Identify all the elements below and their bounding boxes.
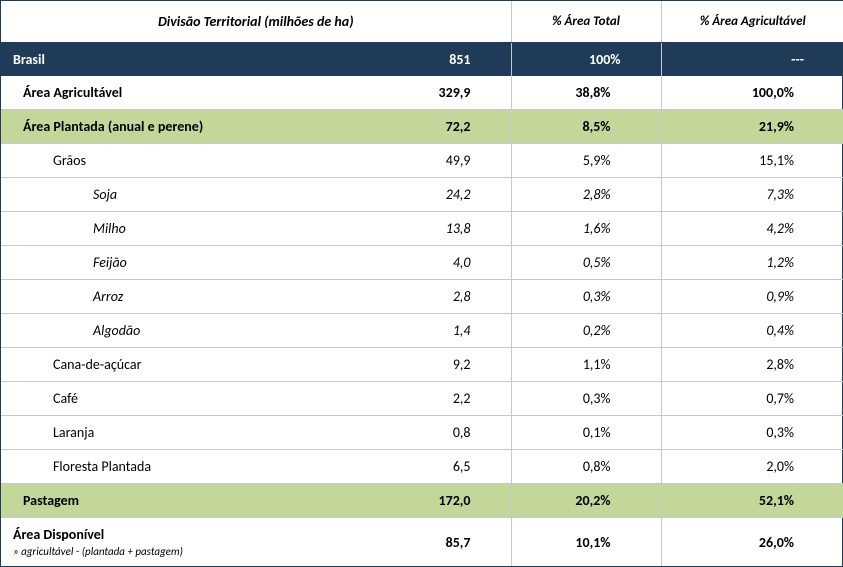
cell-pct-total: 5,9%	[511, 144, 661, 178]
cell-pct-agri: 15,1%	[661, 144, 843, 178]
row-feijao: Feijão 4,0 0,5% 1,2%	[1, 246, 843, 280]
cell-label: Pastagem	[1, 484, 381, 518]
cell-area: 172,0	[381, 484, 511, 518]
cell-area: 0,8	[381, 416, 511, 450]
cell-pct-agri: ---	[661, 43, 843, 77]
cell-pct-agri: 0,3%	[661, 416, 843, 450]
cell-area: 72,2	[381, 110, 511, 144]
cell-area: 13,8	[381, 212, 511, 246]
cell-label: Milho	[1, 212, 381, 246]
cell-pct-total: 1,1%	[511, 348, 661, 382]
cell-label: Grãos	[1, 144, 381, 178]
cell-pct-total: 0,3%	[511, 382, 661, 416]
cell-pct-agri: 52,1%	[661, 484, 843, 518]
cell-pct-agri: 2,8%	[661, 348, 843, 382]
row-disponivel: Área Disponível » agricultável - (planta…	[1, 518, 843, 567]
cell-pct-total: 38,8%	[511, 76, 661, 110]
cell-area: 851	[381, 43, 511, 77]
cell-label: Brasil	[1, 43, 381, 77]
cell-pct-total: 100%	[511, 43, 661, 77]
cell-label: Algodão	[1, 314, 381, 348]
cell-label: Cana-de-açúcar	[1, 348, 381, 382]
cell-area: 1,4	[381, 314, 511, 348]
cell-pct-total: 1,6%	[511, 212, 661, 246]
cell-area: 85,7	[381, 518, 511, 567]
row-cana: Cana-de-açúcar 9,2 1,1% 2,8%	[1, 348, 843, 382]
header-row: Divisão Territorial (milhões de ha) % Ár…	[1, 1, 843, 43]
cell-pct-total: 0,8%	[511, 450, 661, 484]
cell-pct-agri: 1,2%	[661, 246, 843, 280]
row-arroz: Arroz 2,8 0,3% 0,9%	[1, 280, 843, 314]
disponivel-subnote: » agricultável - (plantada + pastagem)	[13, 545, 369, 558]
row-milho: Milho 13,8 1,6% 4,2%	[1, 212, 843, 246]
row-pastagem: Pastagem 172,0 20,2% 52,1%	[1, 484, 843, 518]
territorial-table-container: Divisão Territorial (milhões de ha) % Ár…	[0, 0, 843, 567]
cell-area: 6,5	[381, 450, 511, 484]
cell-area: 329,9	[381, 76, 511, 110]
row-laranja: Laranja 0,8 0,1% 0,3%	[1, 416, 843, 450]
cell-pct-agri: 21,9%	[661, 110, 843, 144]
cell-area: 2,8	[381, 280, 511, 314]
row-cafe: Café 2,2 0,3% 0,7%	[1, 382, 843, 416]
cell-pct-agri: 0,7%	[661, 382, 843, 416]
cell-pct-total: 20,2%	[511, 484, 661, 518]
cell-label: Soja	[1, 178, 381, 212]
row-agricultavel: Área Agricultável 329,9 38,8% 100,0%	[1, 76, 843, 110]
row-brasil: Brasil 851 100% ---	[1, 43, 843, 77]
cell-pct-agri: 7,3%	[661, 178, 843, 212]
cell-label: Área Disponível » agricultável - (planta…	[1, 518, 381, 567]
territorial-table: Divisão Territorial (milhões de ha) % Ár…	[1, 1, 843, 566]
cell-area: 9,2	[381, 348, 511, 382]
cell-label: Área Plantada (anual e perene)	[1, 110, 381, 144]
cell-area: 49,9	[381, 144, 511, 178]
cell-pct-total: 2,8%	[511, 178, 661, 212]
cell-area: 2,2	[381, 382, 511, 416]
cell-label: Floresta Plantada	[1, 450, 381, 484]
row-floresta: Floresta Plantada 6,5 0,8% 2,0%	[1, 450, 843, 484]
cell-area: 24,2	[381, 178, 511, 212]
header-pct-total: % Área Total	[511, 1, 661, 43]
cell-label: Café	[1, 382, 381, 416]
cell-pct-agri: 4,2%	[661, 212, 843, 246]
cell-pct-total: 0,3%	[511, 280, 661, 314]
header-division: Divisão Territorial (milhões de ha)	[1, 1, 511, 43]
cell-pct-total: 0,2%	[511, 314, 661, 348]
cell-pct-total: 0,1%	[511, 416, 661, 450]
row-graos: Grãos 49,9 5,9% 15,1%	[1, 144, 843, 178]
cell-pct-total: 8,5%	[511, 110, 661, 144]
cell-label: Arroz	[1, 280, 381, 314]
header-pct-agri: % Área Agricultável	[661, 1, 843, 43]
cell-pct-total: 0,5%	[511, 246, 661, 280]
row-algodao: Algodão 1,4 0,2% 0,4%	[1, 314, 843, 348]
cell-pct-agri: 26,0%	[661, 518, 843, 567]
cell-area: 4,0	[381, 246, 511, 280]
row-plantada: Área Plantada (anual e perene) 72,2 8,5%…	[1, 110, 843, 144]
cell-pct-agri: 2,0%	[661, 450, 843, 484]
cell-label: Área Agricultável	[1, 76, 381, 110]
cell-pct-agri: 0,9%	[661, 280, 843, 314]
cell-pct-agri: 100,0%	[661, 76, 843, 110]
cell-pct-agri: 0,4%	[661, 314, 843, 348]
row-soja: Soja 24,2 2,8% 7,3%	[1, 178, 843, 212]
cell-label: Laranja	[1, 416, 381, 450]
cell-label: Feijão	[1, 246, 381, 280]
cell-pct-total: 10,1%	[511, 518, 661, 567]
